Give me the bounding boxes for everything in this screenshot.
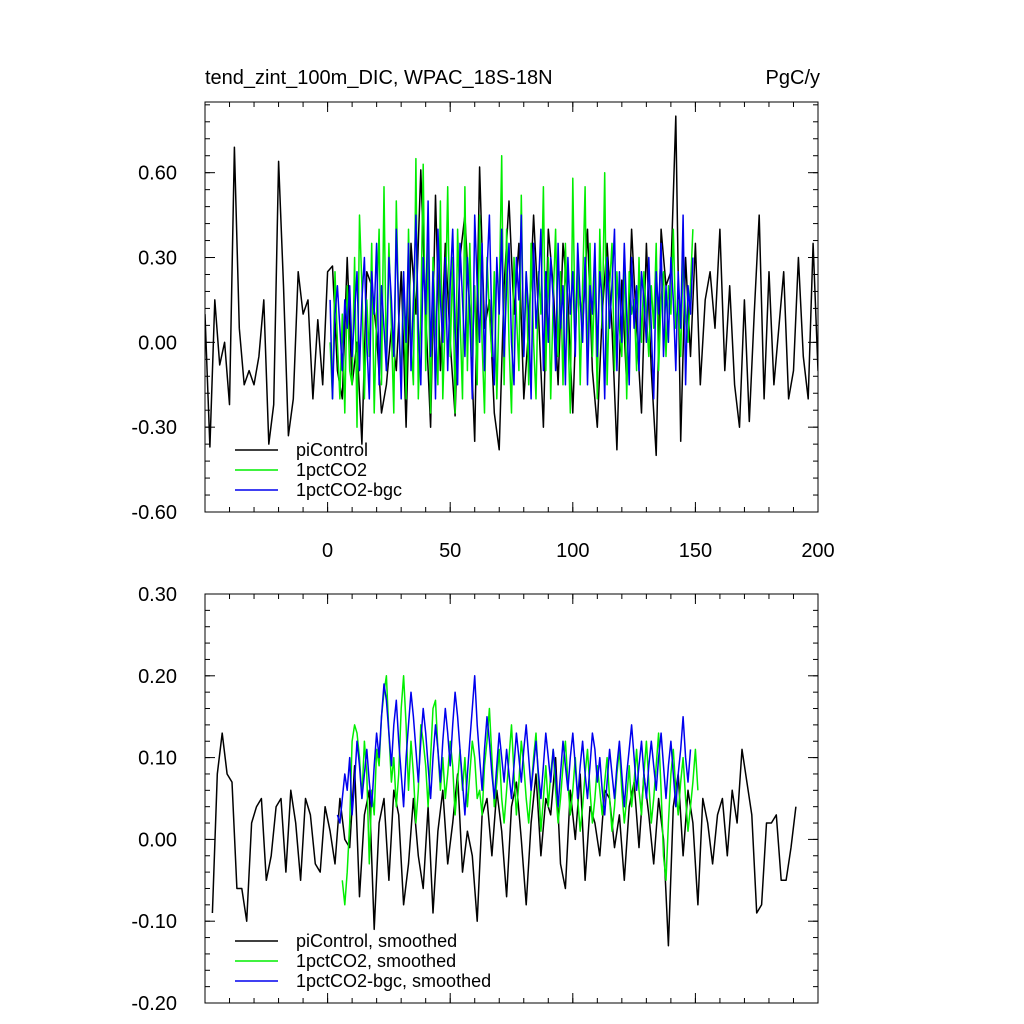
series-line-picontrol xyxy=(205,115,818,457)
series-line-1pctco2-bgc-smoothed xyxy=(336,675,692,824)
y-tick-label: 0.30 xyxy=(138,248,177,270)
y-tick-label: -0.10 xyxy=(131,911,177,933)
x-tick-label: 50 xyxy=(439,540,461,562)
series-line-1pctco2-smoothed xyxy=(341,675,699,906)
y-tick-label: -0.20 xyxy=(131,993,177,1015)
units-label: PgC/y xyxy=(766,67,820,89)
legend-label: 1pctCO2, smoothed xyxy=(296,951,456,971)
y-tick-label: 0.30 xyxy=(138,584,177,606)
plot-frame xyxy=(204,101,819,513)
series-line-picontrol-smoothed xyxy=(211,732,797,947)
y-tick-label: 0.00 xyxy=(138,332,177,354)
series-line-1pctco2 xyxy=(329,154,694,428)
x-tick-label: 0 xyxy=(322,540,333,562)
y-tick-label: -0.60 xyxy=(131,502,177,524)
legend-label: 1pctCO2-bgc xyxy=(296,480,402,500)
y-tick-label: -0.30 xyxy=(131,417,177,439)
x-tick-label: 200 xyxy=(801,540,834,562)
x-tick-label: 150 xyxy=(679,540,712,562)
chart-title: tend_zint_100m_DIC, WPAC_18S-18N xyxy=(205,67,553,89)
bottom-panel: -0.20 -0.10 0.00 0.10 0.20 0.30 piControl, smo… xyxy=(131,584,819,1015)
top-panel: 0 50 100 150 200 -0.60 -0.30 0.00 0.30 0.60 piCont… xyxy=(131,101,835,562)
y-tick-label: 0.60 xyxy=(138,163,177,185)
y-tick-label: 0.00 xyxy=(138,829,177,851)
y-tick-label: 0.20 xyxy=(138,666,177,688)
legend-label: piControl, smoothed xyxy=(296,931,457,951)
x-tick-label: 100 xyxy=(556,540,589,562)
series-line-1pctco2-bgc xyxy=(329,200,694,400)
legend-label: 1pctCO2-bgc, smoothed xyxy=(296,971,491,991)
y-tick-label: 0.10 xyxy=(138,748,177,770)
plot-frame xyxy=(204,593,819,1004)
legend-label: 1pctCO2 xyxy=(296,460,367,480)
legend-label: piControl xyxy=(296,440,368,460)
